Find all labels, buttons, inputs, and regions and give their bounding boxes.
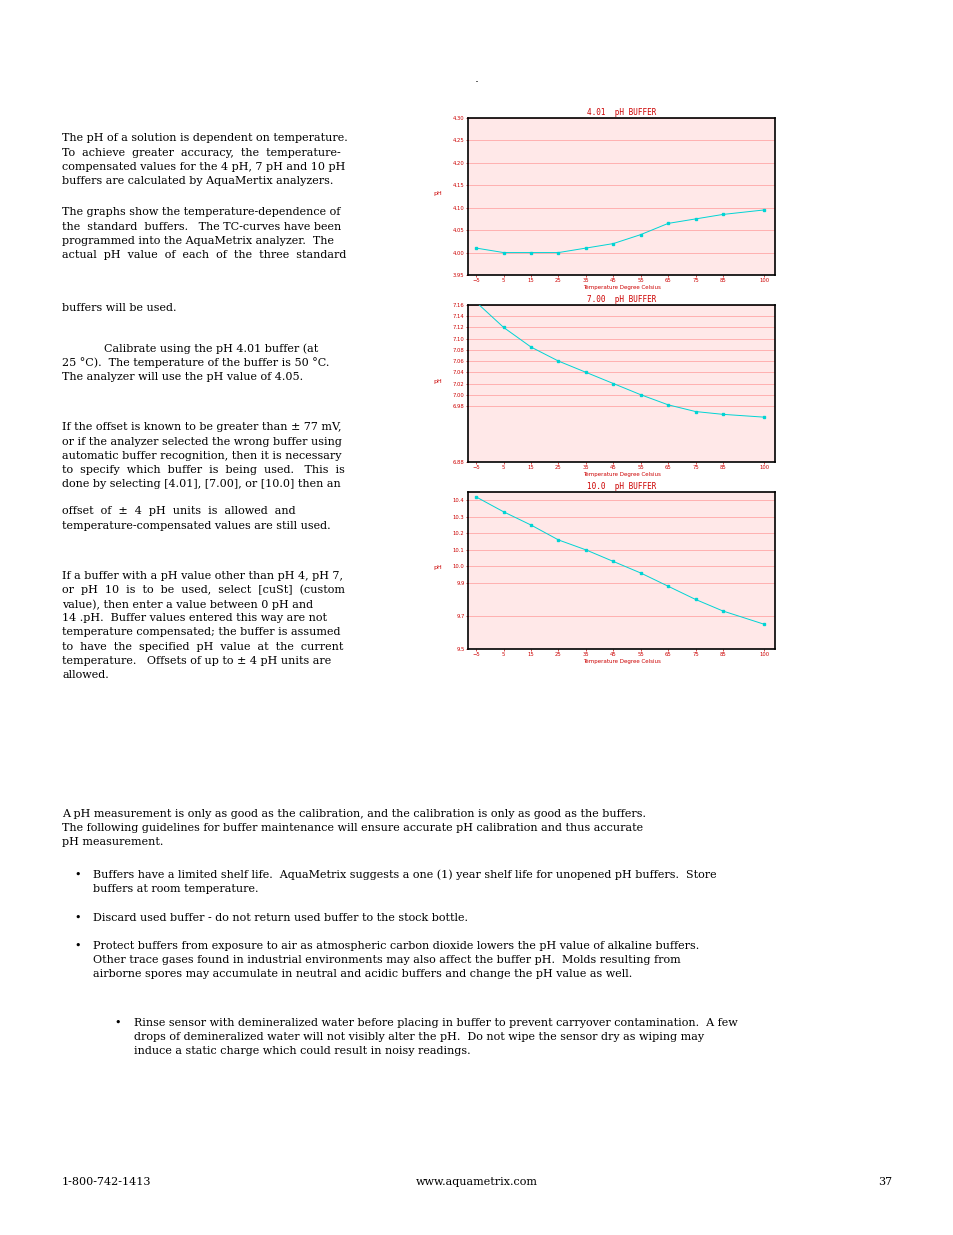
- Text: Discard used buffer - do not return used buffer to the stock bottle.: Discard used buffer - do not return used…: [93, 913, 468, 923]
- Text: •: •: [74, 913, 81, 923]
- Text: The pH of a solution is dependent on temperature.: The pH of a solution is dependent on tem…: [62, 133, 348, 143]
- Text: 14 .pH.  Buffer values entered this way are not: 14 .pH. Buffer values entered this way a…: [62, 613, 327, 624]
- Text: allowed.: allowed.: [62, 669, 109, 680]
- Text: value), then enter a value between 0 pH and: value), then enter a value between 0 pH …: [62, 599, 313, 610]
- Text: Rinse sensor with demineralized water before placing in buffer to prevent carryo: Rinse sensor with demineralized water be…: [133, 1018, 737, 1028]
- Text: •: •: [74, 941, 81, 951]
- Title: 4.01  pH BUFFER: 4.01 pH BUFFER: [586, 109, 656, 117]
- Text: 37: 37: [877, 1177, 891, 1187]
- Text: drops of demineralized water will not visibly alter the pH.  Do not wipe the sen: drops of demineralized water will not vi…: [133, 1032, 703, 1042]
- Text: Other trace gases found in industrial environments may also affect the buffer pH: Other trace gases found in industrial en…: [93, 956, 680, 966]
- Text: done by selecting [4.01], [7.00], or [10.0] then an: done by selecting [4.01], [7.00], or [10…: [62, 479, 340, 489]
- Text: •: •: [114, 1018, 121, 1028]
- Text: A pH measurement is only as good as the calibration, and the calibration is only: A pH measurement is only as good as the …: [62, 809, 645, 819]
- Text: buffers will be used.: buffers will be used.: [62, 303, 176, 312]
- Y-axis label: pH: pH: [433, 566, 441, 571]
- Text: The following guidelines for buffer maintenance will ensure accurate pH calibrat: The following guidelines for buffer main…: [62, 824, 642, 834]
- Text: to  specify  which  buffer  is  being  used.   This  is: to specify which buffer is being used. T…: [62, 464, 345, 475]
- Text: pH measurement.: pH measurement.: [62, 837, 163, 847]
- Text: actual  pH  value  of  each  of  the  three  standard: actual pH value of each of the three sta…: [62, 249, 346, 261]
- Title: 10.0  pH BUFFER: 10.0 pH BUFFER: [586, 482, 656, 492]
- Text: compensated values for the 4 pH, 7 pH and 10 pH: compensated values for the 4 pH, 7 pH an…: [62, 162, 345, 172]
- Text: Buffers have a limited shelf life.  AquaMetrix suggests a one (1) year shelf lif: Buffers have a limited shelf life. AquaM…: [93, 869, 717, 881]
- Text: automatic buffer recognition, then it is necessary: automatic buffer recognition, then it is…: [62, 451, 341, 461]
- Text: If the offset is known to be greater than ± 77 mV,: If the offset is known to be greater tha…: [62, 422, 341, 432]
- Title: 7.00  pH BUFFER: 7.00 pH BUFFER: [586, 295, 656, 304]
- Text: or  pH  10  is  to  be  used,  select  [cuSt]  (custom: or pH 10 is to be used, select [cuSt] (c…: [62, 584, 345, 595]
- Text: Protect buffers from exposure to air as atmospheric carbon dioxide lowers the pH: Protect buffers from exposure to air as …: [93, 941, 699, 951]
- Text: airborne spores may accumulate in neutral and acidic buffers and change the pH v: airborne spores may accumulate in neutra…: [93, 969, 632, 979]
- X-axis label: Temperature Degree Celsius: Temperature Degree Celsius: [582, 658, 659, 664]
- Text: induce a static charge which could result in noisy readings.: induce a static charge which could resul…: [133, 1046, 470, 1056]
- Text: or if the analyzer selected the wrong buffer using: or if the analyzer selected the wrong bu…: [62, 436, 341, 447]
- Text: 25 °C).  The temperature of the buffer is 50 °C.: 25 °C). The temperature of the buffer is…: [62, 358, 329, 368]
- Y-axis label: pH: pH: [433, 191, 441, 196]
- Text: buffers at room temperature.: buffers at room temperature.: [93, 884, 258, 894]
- Text: The analyzer will use the pH value of 4.05.: The analyzer will use the pH value of 4.…: [62, 372, 303, 382]
- X-axis label: Temperature Degree Celsius: Temperature Degree Celsius: [582, 472, 659, 477]
- Text: .: .: [475, 72, 478, 85]
- Text: temperature.   Offsets of up to ± 4 pH units are: temperature. Offsets of up to ± 4 pH uni…: [62, 656, 331, 666]
- Y-axis label: pH: pH: [433, 378, 441, 384]
- Text: to  have  the  specified  pH  value  at  the  current: to have the specified pH value at the cu…: [62, 642, 343, 652]
- Text: 1-800-742-1413: 1-800-742-1413: [62, 1177, 152, 1187]
- Text: temperature compensated; the buffer is assumed: temperature compensated; the buffer is a…: [62, 627, 340, 637]
- Text: offset  of  ±  4  pH  units  is  allowed  and: offset of ± 4 pH units is allowed and: [62, 506, 295, 516]
- Text: www.aquametrix.com: www.aquametrix.com: [416, 1177, 537, 1187]
- Text: programmed into the AquaMetrix analyzer.  The: programmed into the AquaMetrix analyzer.…: [62, 236, 334, 246]
- X-axis label: Temperature Degree Celsius: Temperature Degree Celsius: [582, 285, 659, 290]
- Text: If a buffer with a pH value other than pH 4, pH 7,: If a buffer with a pH value other than p…: [62, 571, 343, 580]
- Text: Calibrate using the pH 4.01 buffer (at: Calibrate using the pH 4.01 buffer (at: [62, 343, 318, 354]
- Text: •: •: [74, 869, 81, 879]
- Text: the  standard  buffers.   The TC-curves have been: the standard buffers. The TC-curves have…: [62, 222, 341, 232]
- Text: The graphs show the temperature-dependence of: The graphs show the temperature-dependen…: [62, 207, 340, 217]
- Text: To  achieve  greater  accuracy,  the  temperature-: To achieve greater accuracy, the tempera…: [62, 148, 340, 158]
- Text: buffers are calculated by AquaMertix analyzers.: buffers are calculated by AquaMertix ana…: [62, 175, 333, 186]
- Text: temperature-compensated values are still used.: temperature-compensated values are still…: [62, 521, 331, 531]
